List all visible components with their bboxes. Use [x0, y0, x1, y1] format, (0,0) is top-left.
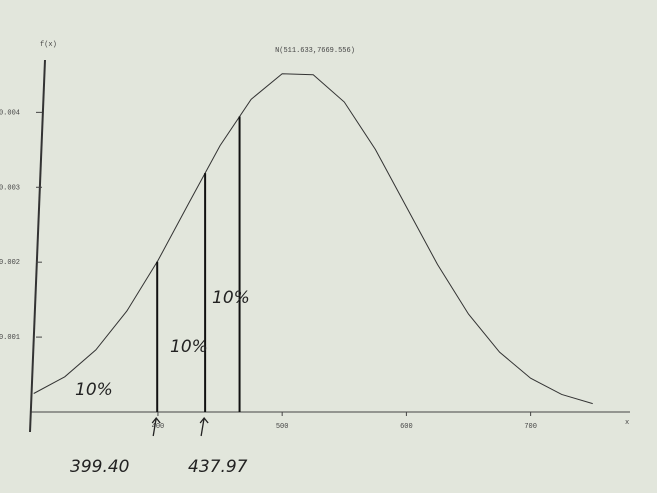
y-tick-label: 0.003 — [0, 184, 20, 192]
percent-note: 10% — [75, 380, 113, 400]
y-tick-label: 0.002 — [0, 259, 20, 267]
x-tick-label: 500 — [276, 423, 289, 431]
hand-arrow — [199, 416, 209, 437]
density-curve — [33, 73, 593, 405]
quantile-label: 437.97 — [188, 457, 248, 477]
x-tick-label: 700 — [524, 423, 537, 431]
hand-arrow — [151, 416, 161, 437]
x-tick-label: 400 — [152, 423, 165, 431]
y-tick-label: 0.004 — [0, 109, 20, 117]
percent-note: 10% — [212, 288, 250, 308]
quantile-label: 399.40 — [70, 457, 129, 477]
percent-note: 10% — [170, 337, 208, 357]
y-axis — [29, 59, 46, 433]
y-axis-label: f(x) — [40, 41, 57, 49]
chart-title: N(511.633,7669.556) — [275, 47, 355, 55]
x-axis-label: x — [625, 419, 629, 427]
y-tick-label: 0.001 — [0, 334, 20, 342]
x-tick-label: 600 — [400, 423, 413, 431]
